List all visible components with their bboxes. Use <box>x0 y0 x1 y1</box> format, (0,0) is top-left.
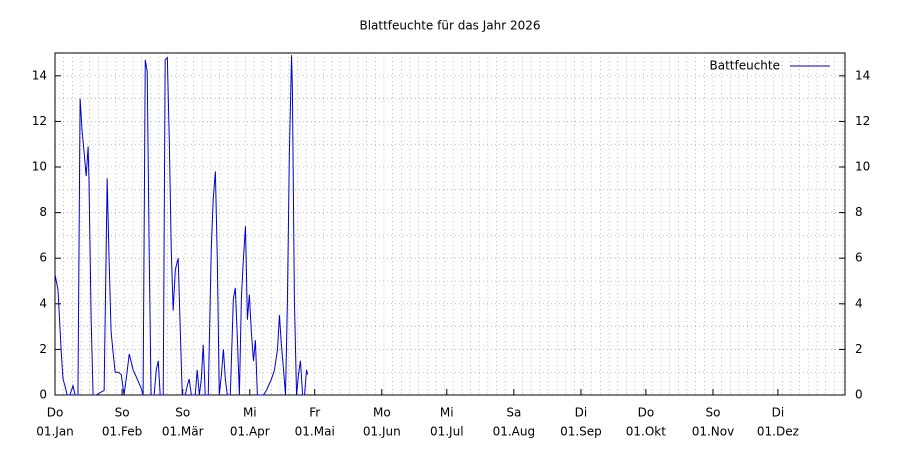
x-tick-weekday: So <box>115 406 130 420</box>
x-tick-label: 01.Jul <box>430 425 464 439</box>
x-tick-label: 01.Mai <box>295 425 335 439</box>
x-tick-label: 01.Mär <box>162 425 204 439</box>
y2-tick-label: 10 <box>855 160 870 174</box>
chart-title: Blattfeuchte für das Jahr 2026 <box>359 19 540 33</box>
y2-tick-label: 0 <box>855 388 863 402</box>
y2-tick-label: 14 <box>855 68 870 82</box>
y-tick-label: 6 <box>39 251 47 265</box>
y2-tick-label: 6 <box>855 251 863 265</box>
x-tick-weekday: Sa <box>506 406 521 420</box>
y-tick-label: 10 <box>32 160 47 174</box>
y2-tick-label: 12 <box>855 114 870 128</box>
legend-label: Battfeuchte <box>710 59 781 73</box>
y-tick-label: 4 <box>39 296 47 310</box>
x-tick-weekday: Do <box>47 406 64 420</box>
x-tick-weekday: So <box>175 406 190 420</box>
x-tick-weekday: Mi <box>440 406 454 420</box>
y-tick-label: 0 <box>39 388 47 402</box>
y-tick-label: 12 <box>32 114 47 128</box>
y2-tick-label: 4 <box>855 296 863 310</box>
x-tick-label: 01.Aug <box>493 425 536 439</box>
data-line <box>54 55 309 396</box>
x-tick-weekday: So <box>705 406 720 420</box>
x-tick-label: 01.Dez <box>757 425 799 439</box>
x-tick-label: 01.Jan <box>36 425 74 439</box>
y-tick-label: 8 <box>39 205 47 219</box>
x-tick-weekday: Di <box>772 406 785 420</box>
x-tick-label: 01.Apr <box>230 425 270 439</box>
plot-frame <box>54 52 846 396</box>
x-tick-label: 01.Feb <box>102 425 142 439</box>
x-tick-label: 01.Jun <box>363 425 401 439</box>
x-tick-label: 01.Sep <box>560 425 602 439</box>
y-tick-label: 14 <box>32 68 47 82</box>
x-tick-weekday: Mi <box>243 406 257 420</box>
x-tick-label: 01.Nov <box>692 425 735 439</box>
x-tick-weekday: Fr <box>309 406 320 420</box>
y2-tick-label: 8 <box>855 205 863 219</box>
y2-tick-label: 2 <box>855 342 863 356</box>
x-tick-weekday: Do <box>638 406 655 420</box>
x-tick-label: 01.Okt <box>626 425 666 439</box>
x-tick-weekday: Mo <box>373 406 391 420</box>
x-tick-weekday: Di <box>575 406 588 420</box>
y-tick-label: 2 <box>39 342 47 356</box>
